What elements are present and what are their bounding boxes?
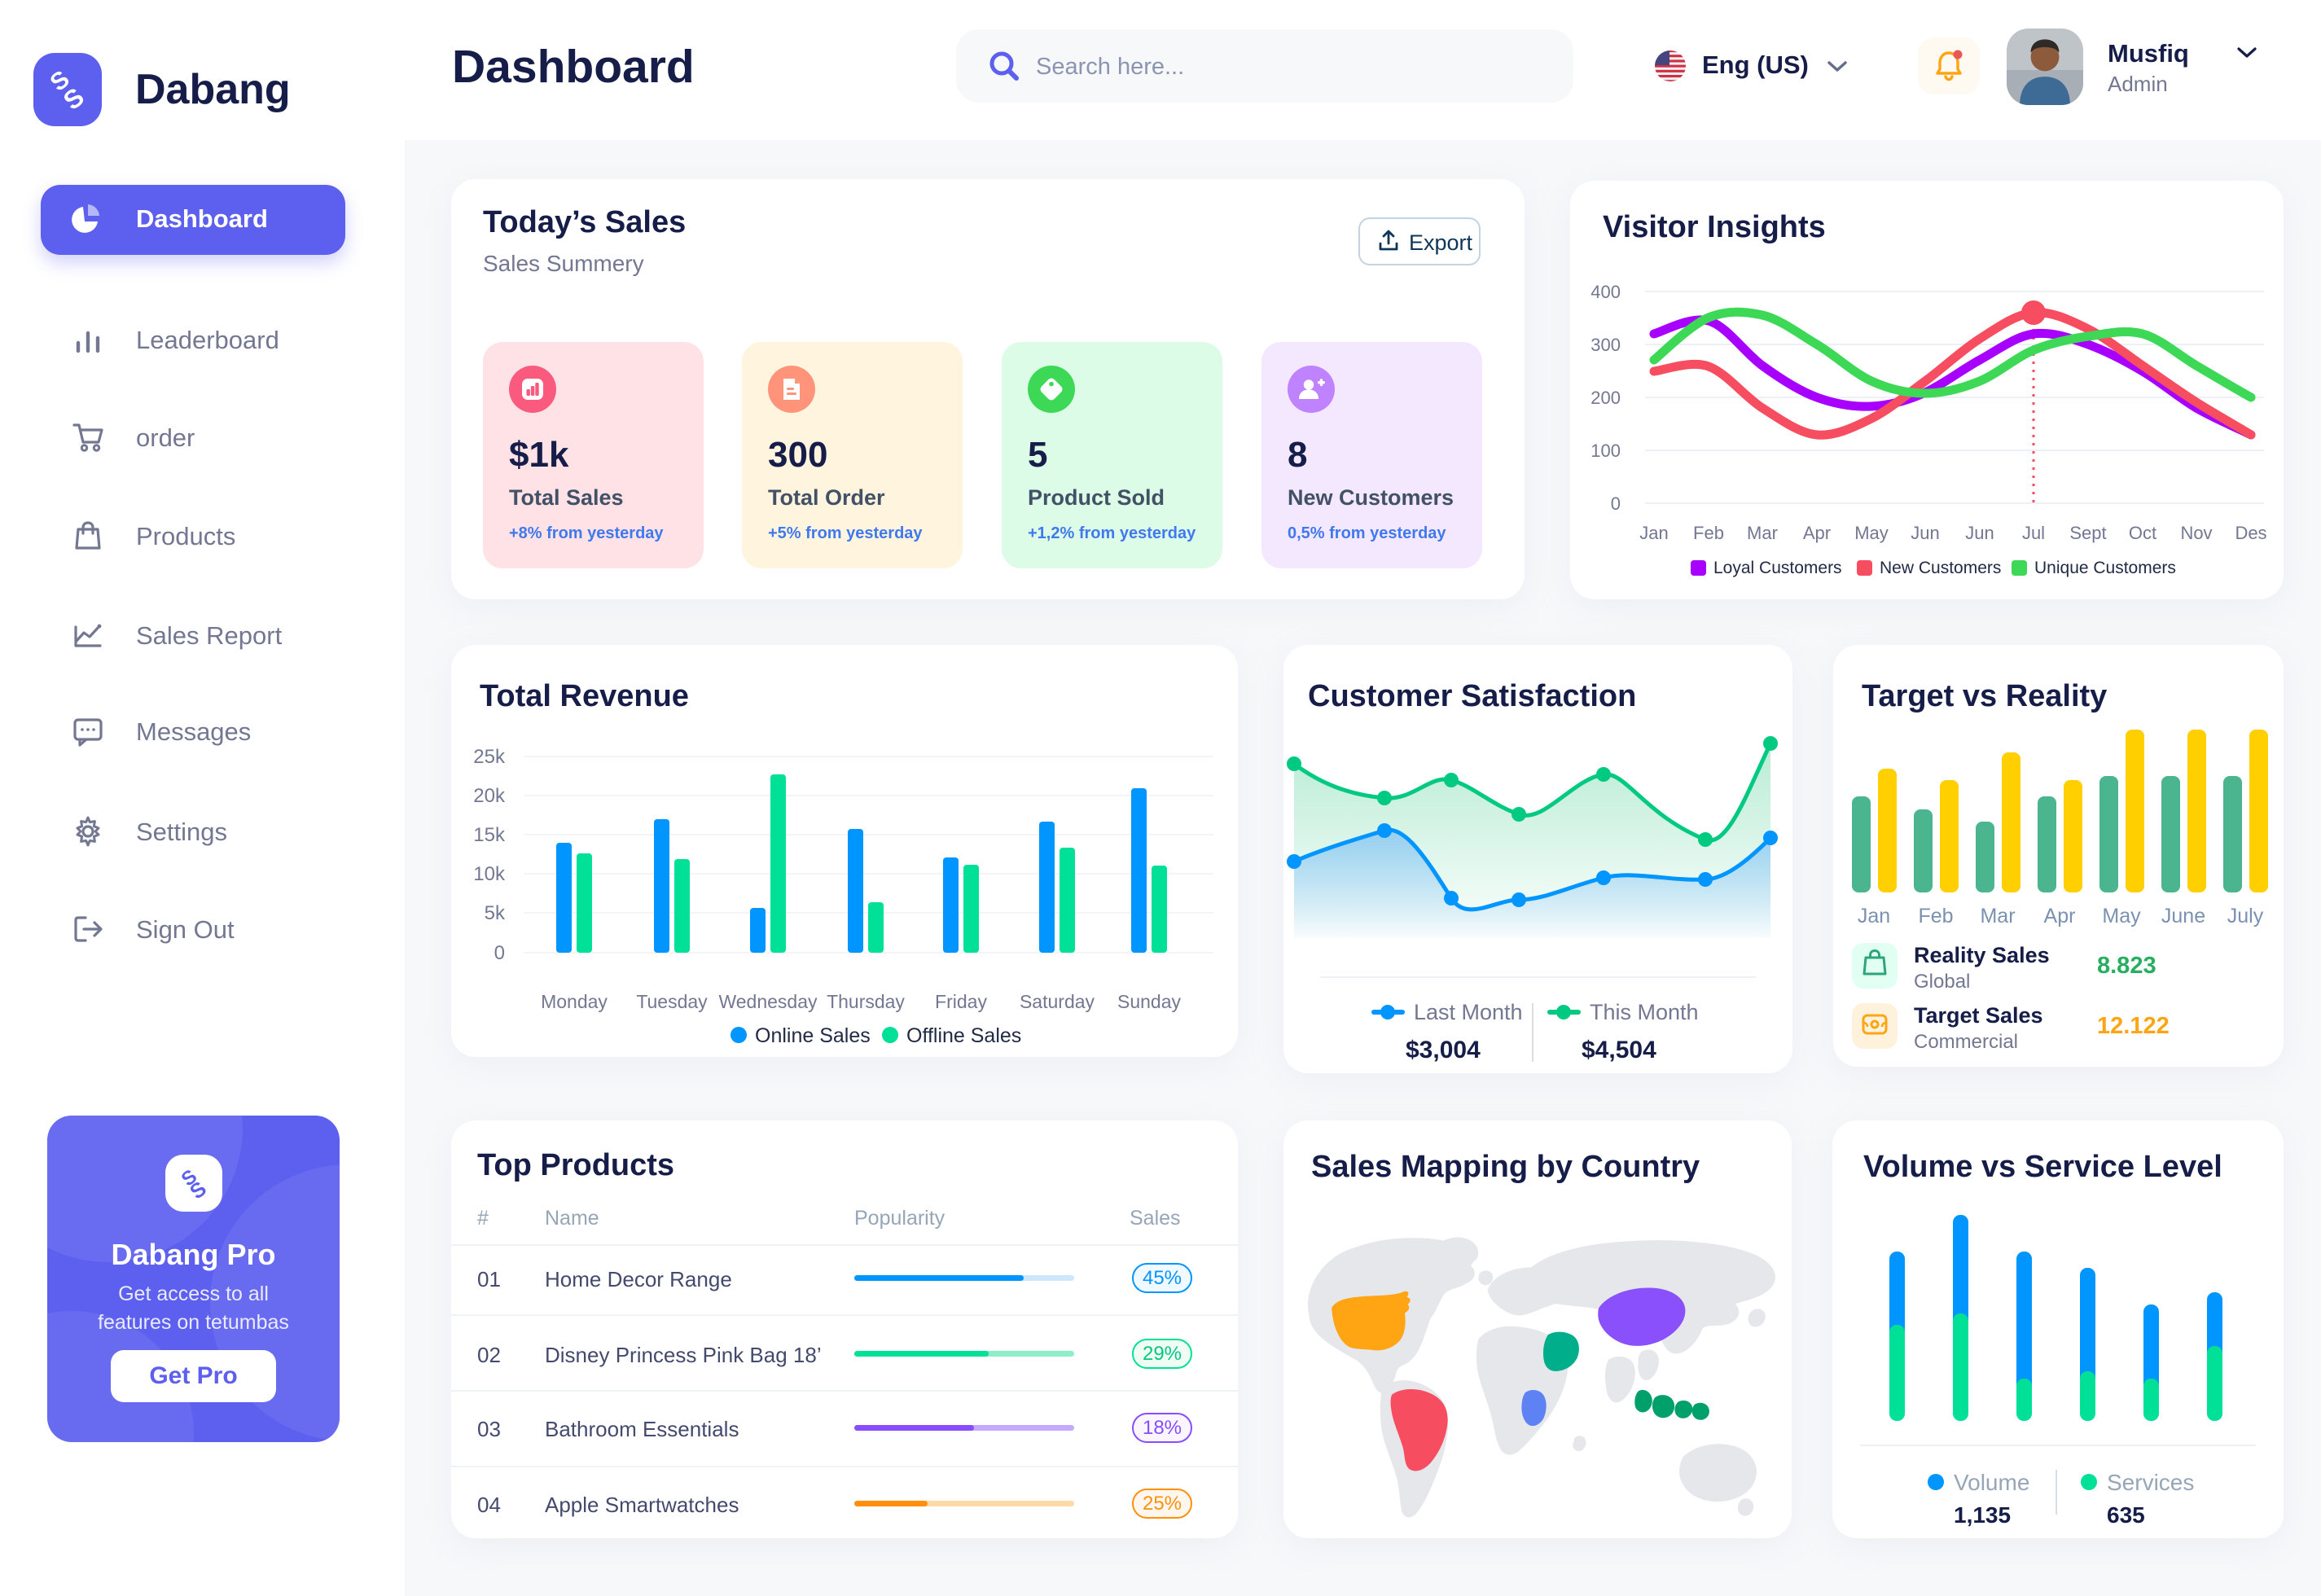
svg-text:Offline Sales: Offline Sales — [906, 1024, 1021, 1047]
svg-text:New Customers: New Customers — [1880, 559, 2001, 577]
svg-text:15k: 15k — [473, 824, 506, 846]
svg-text:Mar: Mar — [1980, 905, 2015, 927]
svg-text:Oct: Oct — [2129, 523, 2156, 543]
svg-text:$4,504: $4,504 — [1582, 1037, 1656, 1063]
svg-text:Reality Sales: Reality Sales — [1914, 943, 2050, 967]
svg-text:Online Sales: Online Sales — [755, 1024, 871, 1047]
svg-text:Jun: Jun — [1911, 523, 1939, 543]
svg-text:Sunday: Sunday — [1117, 991, 1182, 1012]
svg-text:Unique Customers: Unique Customers — [2034, 559, 2176, 577]
svg-text:Monday: Monday — [541, 991, 608, 1012]
svg-text:June: June — [2161, 905, 2205, 927]
svg-text:Jun: Jun — [1965, 523, 1994, 543]
svg-text:Tuesday: Tuesday — [636, 991, 708, 1012]
svg-text:0: 0 — [1611, 493, 1621, 514]
svg-text:12.122: 12.122 — [2097, 1013, 2170, 1039]
svg-text:20k: 20k — [473, 785, 506, 807]
svg-text:Jan: Jan — [1858, 905, 1890, 927]
svg-text:Commercial: Commercial — [1914, 1031, 2018, 1053]
svg-text:Apr: Apr — [2044, 905, 2076, 927]
svg-text:5k: 5k — [485, 902, 506, 924]
svg-text:0: 0 — [494, 942, 505, 964]
svg-text:Feb: Feb — [1693, 523, 1724, 543]
svg-text:25k: 25k — [473, 746, 506, 768]
svg-text:Feb: Feb — [1918, 905, 1953, 927]
svg-text:Global: Global — [1914, 971, 1970, 993]
svg-text:Last Month: Last Month — [1414, 1000, 1523, 1024]
svg-text:Mar: Mar — [1747, 523, 1778, 543]
svg-text:Jan: Jan — [1639, 523, 1668, 543]
svg-text:8.823: 8.823 — [2097, 953, 2156, 979]
svg-text:1,135: 1,135 — [1954, 1502, 2011, 1528]
svg-text:Nov: Nov — [2180, 523, 2212, 543]
svg-text:Target Sales: Target Sales — [1914, 1003, 2043, 1028]
svg-text:Loyal Customers: Loyal Customers — [1713, 559, 1842, 577]
svg-text:Apr: Apr — [1803, 523, 1831, 543]
svg-text:Saturday: Saturday — [1020, 991, 1095, 1012]
svg-text:Jul: Jul — [2022, 523, 2045, 543]
svg-text:Thursday: Thursday — [827, 991, 905, 1012]
svg-text:635: 635 — [2107, 1502, 2145, 1528]
svg-text:This Month: This Month — [1590, 1000, 1699, 1024]
svg-text:$3,004: $3,004 — [1406, 1037, 1481, 1063]
svg-text:10k: 10k — [473, 863, 506, 885]
svg-text:July: July — [2227, 905, 2264, 927]
svg-text:Wednesday: Wednesday — [718, 991, 818, 1012]
svg-text:May: May — [2102, 905, 2141, 927]
svg-text:Sept: Sept — [2069, 523, 2106, 543]
svg-text:Des: Des — [2235, 523, 2266, 543]
svg-text:200: 200 — [1590, 388, 1621, 408]
svg-text:400: 400 — [1590, 282, 1621, 302]
svg-text:Services: Services — [2107, 1470, 2194, 1495]
svg-text:Volume: Volume — [1954, 1470, 2029, 1495]
svg-text:300: 300 — [1590, 335, 1621, 355]
svg-text:Friday: Friday — [935, 991, 987, 1012]
svg-text:May: May — [1854, 523, 1889, 543]
svg-text:100: 100 — [1590, 441, 1621, 461]
